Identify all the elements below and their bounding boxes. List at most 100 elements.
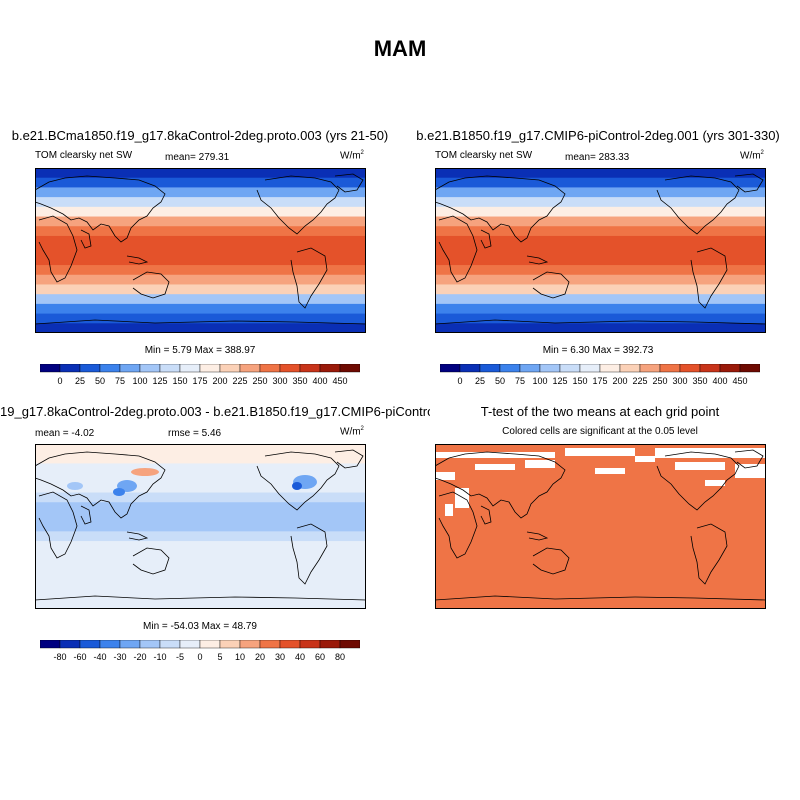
panel3-mean-label: mean = -4.02: [35, 428, 95, 439]
lat-band: [35, 463, 366, 474]
lat-band: [435, 235, 766, 247]
colorbar-swatch: [339, 640, 360, 649]
coastline: [290, 247, 328, 309]
panel1-units: W/m2: [340, 150, 364, 162]
lat-band: [35, 541, 366, 552]
colorbar-swatch: [239, 640, 261, 649]
colorbar-swatch: [619, 364, 641, 373]
lat-band: [35, 177, 366, 189]
coastline: [532, 547, 570, 575]
colorbar-tick-label: 400: [712, 376, 727, 386]
colorbar-tick-label: 80: [335, 652, 345, 662]
colorbar-swatch: [539, 364, 561, 373]
lat-band: [35, 265, 366, 276]
coastline: [290, 523, 328, 585]
lat-band: [435, 303, 766, 315]
colorbar-tick-label: 200: [612, 376, 627, 386]
colorbar-tick-label: 50: [495, 376, 505, 386]
colorbar-swatch: [159, 640, 181, 649]
colorbar-tick-label: 40: [295, 652, 305, 662]
panel1-mean-label: mean= 279.31: [165, 152, 230, 163]
coastline: [435, 175, 566, 243]
panel3-units: W/m2: [340, 426, 364, 438]
lat-band: [435, 245, 766, 256]
lat-band: [35, 482, 366, 494]
colorbar-swatch: [319, 640, 341, 649]
colorbar-swatch: [479, 364, 501, 373]
lat-band: [35, 216, 366, 227]
colorbar-swatch: [239, 364, 261, 373]
coastline: [35, 175, 166, 243]
colorbar-swatch: [99, 364, 121, 373]
lat-band: [435, 177, 766, 189]
coastline: [435, 595, 766, 601]
lat-band: [435, 323, 766, 333]
lat-band: [35, 473, 366, 484]
lat-band: [435, 197, 766, 208]
panel1-map: [35, 168, 366, 333]
colorbar-tick-label: 75: [515, 376, 525, 386]
coastline: [532, 271, 570, 299]
colorbar-swatch: [279, 364, 301, 373]
colorbar-tick-label: 250: [652, 376, 667, 386]
non-significant-region: [675, 462, 725, 470]
figure-title: MAM: [373, 36, 427, 61]
colorbar-tick-label: 5: [217, 652, 222, 662]
colorbar-tick-label: 10: [235, 652, 245, 662]
colorbar-swatch: [299, 364, 321, 373]
panel4-map: [435, 444, 766, 609]
colorbar-swatch: [119, 640, 141, 649]
lat-band: [35, 570, 366, 581]
panel1-variable-label: TOM clearsky net SW: [35, 150, 133, 161]
colorbar-swatch: [279, 640, 301, 649]
non-significant-region: [735, 464, 766, 478]
coastline: [132, 547, 170, 575]
lat-band: [35, 313, 366, 324]
colorbar-swatch: [339, 364, 360, 373]
anomaly-patch: [113, 488, 125, 496]
colorbar-tick-label: 175: [192, 376, 207, 386]
panel1-minmax: Min = 5.79 Max = 388.97: [144, 345, 256, 356]
colorbar-tick-label: 400: [312, 376, 327, 386]
colorbar-swatch: [319, 364, 341, 373]
colorbar-tick-label: -30: [113, 652, 126, 662]
colorbar-tick-label: 125: [552, 376, 567, 386]
non-significant-region: [445, 504, 453, 516]
coastline: [35, 451, 166, 519]
lat-band: [35, 531, 366, 542]
coastline: [438, 215, 478, 283]
colorbar-tick-label: 25: [75, 376, 85, 386]
colorbar-tick-label: 0: [57, 376, 62, 386]
colorbar-tick-label: 175: [592, 376, 607, 386]
colorbar-tick-label: 450: [732, 376, 747, 386]
non-significant-region: [635, 456, 655, 462]
panel2-minmax: Min = 6.30 Max = 392.73: [542, 345, 654, 356]
lat-band: [35, 206, 366, 218]
colorbar-tick-label: 0: [197, 652, 202, 662]
panel2-colorbar: 0 25 50 75 100 125 150 175 200 225 250 300 350 400 450: [440, 364, 760, 386]
colorbar-tick-label: 100: [132, 376, 147, 386]
colorbar-swatch: [679, 364, 701, 373]
colorbar-swatch: [259, 364, 281, 373]
colorbar-swatch: [179, 364, 201, 373]
coastline: [80, 505, 92, 525]
anomaly-patch: [131, 468, 159, 476]
lat-band: [435, 265, 766, 276]
colorbar-tick-label: 0: [457, 376, 462, 386]
colorbar-swatch: [139, 364, 161, 373]
lat-band: [435, 255, 766, 266]
coastline: [256, 451, 340, 511]
colorbar-tick-label: 25: [475, 376, 485, 386]
non-significant-region: [435, 472, 455, 480]
lat-band: [435, 226, 766, 237]
lat-band: [435, 187, 766, 198]
colorbar-swatch: [40, 364, 61, 373]
non-significant-region: [655, 448, 765, 458]
colorbar-swatch: [259, 640, 281, 649]
colorbar-swatch: [139, 640, 161, 649]
colorbar-tick-label: 150: [172, 376, 187, 386]
lat-band: [35, 284, 366, 295]
colorbar-tick-label: 250: [252, 376, 267, 386]
coastline: [38, 491, 78, 559]
colorbar-tick-label: 60: [315, 652, 325, 662]
